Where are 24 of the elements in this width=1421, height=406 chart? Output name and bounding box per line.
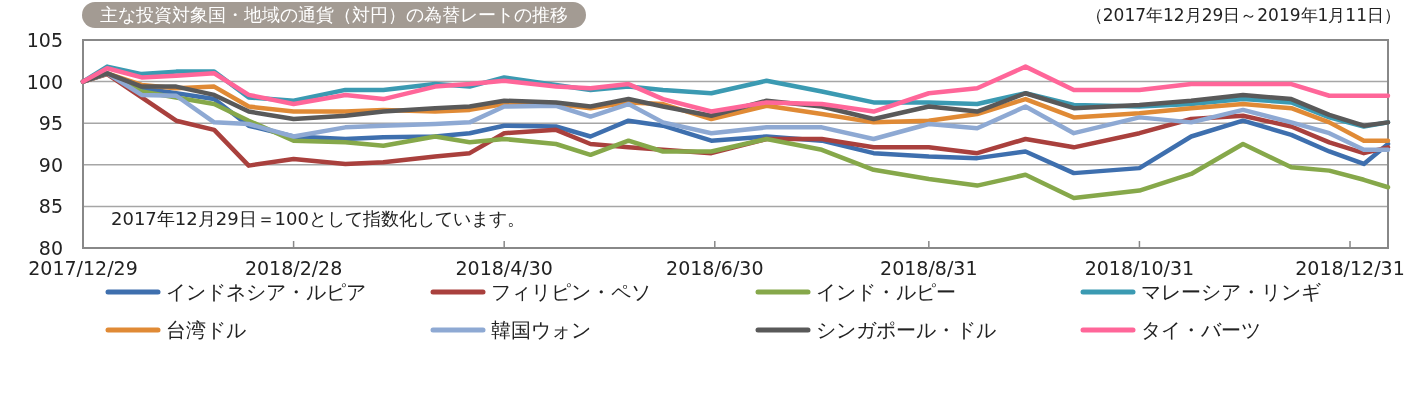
x-tick-label: 2018/8/31 (880, 257, 978, 279)
x-tick-label: 2018/2/28 (244, 257, 343, 279)
legend-label: タイ・バーツ (1141, 318, 1261, 342)
legend-label: インド・ルピー (816, 280, 956, 304)
y-tick-label: 105 (26, 29, 63, 51)
chart-title: 主な投資対象国・地域の通貨（対円）の為替レートの推移 (100, 4, 568, 25)
x-tick-label: 2018/10/31 (1084, 257, 1195, 279)
y-tick-label: 90 (38, 153, 63, 176)
legend-label: インドネシア・ルピア (166, 280, 366, 304)
legend-label: 韓国ウォン (491, 318, 591, 342)
legend-label: マレーシア・リンギ (1141, 280, 1321, 304)
legend-label: シンガポール・ドル (816, 318, 996, 342)
y-tick-label: 80 (38, 237, 63, 259)
y-tick-label: 100 (26, 70, 63, 93)
legend-label: 台湾ドル (166, 318, 246, 342)
chart-subtitle: （2017年12月29日～2019年1月11日） (1085, 5, 1401, 25)
x-tick-label: 2018/6/30 (666, 257, 764, 279)
y-tick-label: 95 (38, 112, 63, 135)
x-tick-label: 2018/12/31 (1295, 257, 1405, 279)
legend-label: フィリピン・ペソ (491, 280, 651, 304)
annotation: 2017年12月29日＝100として指数化しています。 (111, 208, 525, 229)
y-tick-label: 85 (38, 195, 63, 218)
x-tick-label: 2018/4/30 (455, 257, 553, 279)
x-tick-label: 2017/12/29 (28, 257, 138, 279)
